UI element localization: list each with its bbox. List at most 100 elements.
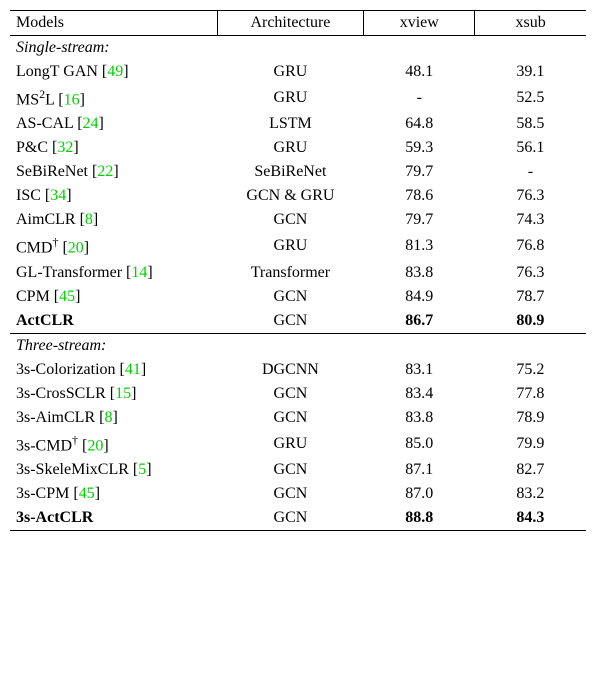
model-name: 3s-AimCLR [8] [10, 406, 217, 430]
model-name: AimCLR [8] [10, 208, 217, 232]
arch-cell: GCN [217, 458, 364, 482]
model-name: GL-Transformer [14] [10, 261, 217, 285]
table-row: GL-Transformer [14]Transformer83.876.3 [10, 261, 586, 285]
xsub-cell: 75.2 [475, 358, 586, 382]
arch-cell: SeBiReNet [217, 160, 364, 184]
table-row: P&C [32]GRU59.356.1 [10, 136, 586, 160]
table-row: ActCLRGCN86.780.9 [10, 309, 586, 334]
model-name: 3s-Colorization [41] [10, 358, 217, 382]
xview-cell: - [364, 84, 475, 112]
arch-cell: Transformer [217, 261, 364, 285]
arch-cell: DGCNN [217, 358, 364, 382]
xview-cell: 83.4 [364, 382, 475, 406]
xview-cell: 79.7 [364, 208, 475, 232]
xsub-cell: 39.1 [475, 60, 586, 84]
table-row: 3s-CrosSCLR [15]GCN83.477.8 [10, 382, 586, 406]
xview-cell: 81.3 [364, 232, 475, 260]
table-header-row: Models Architecture xview xsub [10, 11, 586, 36]
xsub-cell: 78.9 [475, 406, 586, 430]
table-row: AS-CAL [24]LSTM64.858.5 [10, 112, 586, 136]
model-name: CMD† [20] [10, 232, 217, 260]
xsub-cell: 78.7 [475, 285, 586, 309]
xview-cell: 59.3 [364, 136, 475, 160]
xsub-cell: 83.2 [475, 482, 586, 506]
xview-cell: 85.0 [364, 430, 475, 458]
table-row: CMD† [20]GRU81.376.8 [10, 232, 586, 260]
xview-cell: 86.7 [364, 309, 475, 334]
table-row: 3s-ActCLRGCN88.884.3 [10, 506, 586, 531]
xview-cell: 88.8 [364, 506, 475, 531]
results-table: Models Architecture xview xsub Single-st… [10, 10, 586, 531]
table-row: 3s-CMD† [20]GRU85.079.9 [10, 430, 586, 458]
xsub-cell: 76.3 [475, 184, 586, 208]
xview-cell: 84.9 [364, 285, 475, 309]
arch-cell: GRU [217, 232, 364, 260]
header-xsub: xsub [475, 11, 586, 36]
xview-cell: 87.0 [364, 482, 475, 506]
table-row: LongT GAN [49]GRU48.139.1 [10, 60, 586, 84]
arch-cell: GCN [217, 208, 364, 232]
table-row: SeBiReNet [22]SeBiReNet79.7- [10, 160, 586, 184]
arch-cell: GRU [217, 430, 364, 458]
arch-cell: GCN [217, 285, 364, 309]
model-name: 3s-CrosSCLR [15] [10, 382, 217, 406]
arch-cell: GCN [217, 382, 364, 406]
arch-cell: GCN & GRU [217, 184, 364, 208]
table-row: CPM [45]GCN84.978.7 [10, 285, 586, 309]
xsub-cell: 77.8 [475, 382, 586, 406]
section1-label: Single-stream: [10, 36, 586, 61]
xsub-cell: 79.9 [475, 430, 586, 458]
xsub-cell: 56.1 [475, 136, 586, 160]
model-name: CPM [45] [10, 285, 217, 309]
model-name: 3s-CMD† [20] [10, 430, 217, 458]
model-name: ActCLR [10, 309, 217, 334]
single-stream-body: LongT GAN [49]GRU48.139.1MS2L [16]GRU-52… [10, 60, 586, 333]
model-name: P&C [32] [10, 136, 217, 160]
xsub-cell: 80.9 [475, 309, 586, 334]
three-stream-body: 3s-Colorization [41]DGCNN83.175.23s-Cros… [10, 358, 586, 531]
table-row: MS2L [16]GRU-52.5 [10, 84, 586, 112]
header-models: Models [10, 11, 217, 36]
results-table-wrap: Models Architecture xview xsub Single-st… [10, 10, 586, 531]
xsub-cell: 52.5 [475, 84, 586, 112]
xsub-cell: 76.3 [475, 261, 586, 285]
table-row: 3s-CPM [45]GCN87.083.2 [10, 482, 586, 506]
table-row: AimCLR [8]GCN79.774.3 [10, 208, 586, 232]
arch-cell: GCN [217, 506, 364, 531]
model-name: 3s-SkeleMixCLR [5] [10, 458, 217, 482]
model-name: ISC [34] [10, 184, 217, 208]
xview-cell: 83.1 [364, 358, 475, 382]
xsub-cell: - [475, 160, 586, 184]
xview-cell: 87.1 [364, 458, 475, 482]
xsub-cell: 74.3 [475, 208, 586, 232]
table-row: 3s-AimCLR [8]GCN83.878.9 [10, 406, 586, 430]
model-name: AS-CAL [24] [10, 112, 217, 136]
header-xview: xview [364, 11, 475, 36]
xsub-cell: 82.7 [475, 458, 586, 482]
table-row: ISC [34]GCN & GRU78.676.3 [10, 184, 586, 208]
arch-cell: GCN [217, 482, 364, 506]
xview-cell: 79.7 [364, 160, 475, 184]
section-header-three: Three-stream: [10, 333, 586, 358]
section2-label: Three-stream: [10, 333, 586, 358]
header-arch: Architecture [217, 11, 364, 36]
model-name: LongT GAN [49] [10, 60, 217, 84]
arch-cell: GCN [217, 406, 364, 430]
table-row: 3s-SkeleMixCLR [5]GCN87.182.7 [10, 458, 586, 482]
model-name: MS2L [16] [10, 84, 217, 112]
model-name: 3s-CPM [45] [10, 482, 217, 506]
arch-cell: GCN [217, 309, 364, 334]
xsub-cell: 58.5 [475, 112, 586, 136]
arch-cell: GRU [217, 84, 364, 112]
arch-cell: GRU [217, 136, 364, 160]
xview-cell: 64.8 [364, 112, 475, 136]
xview-cell: 83.8 [364, 261, 475, 285]
model-name: 3s-ActCLR [10, 506, 217, 531]
xview-cell: 48.1 [364, 60, 475, 84]
model-name: SeBiReNet [22] [10, 160, 217, 184]
arch-cell: GRU [217, 60, 364, 84]
table-row: 3s-Colorization [41]DGCNN83.175.2 [10, 358, 586, 382]
xview-cell: 83.8 [364, 406, 475, 430]
xview-cell: 78.6 [364, 184, 475, 208]
xsub-cell: 84.3 [475, 506, 586, 531]
